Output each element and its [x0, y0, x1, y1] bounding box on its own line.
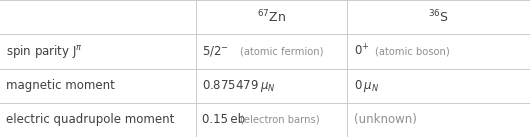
Text: $^{67}$Zn: $^{67}$Zn — [257, 9, 286, 25]
Text: 0$^{+}$: 0$^{+}$ — [354, 44, 369, 59]
Text: 0.875479 $\mu_N$: 0.875479 $\mu_N$ — [202, 78, 276, 94]
Text: 0.15 eb: 0.15 eb — [202, 113, 245, 126]
Text: $^{36}$S: $^{36}$S — [428, 9, 449, 25]
Text: (electron barns): (electron barns) — [240, 115, 319, 125]
Text: 5/2$^{-}$: 5/2$^{-}$ — [202, 44, 229, 58]
Text: electric quadrupole moment: electric quadrupole moment — [6, 113, 175, 126]
Text: (atomic boson): (atomic boson) — [375, 46, 449, 56]
Text: spin parity J$^{π}$: spin parity J$^{π}$ — [6, 43, 83, 60]
Text: (atomic fermion): (atomic fermion) — [240, 46, 323, 56]
Text: magnetic moment: magnetic moment — [6, 79, 115, 92]
Text: 0 $\mu_N$: 0 $\mu_N$ — [354, 78, 379, 94]
Text: (unknown): (unknown) — [354, 113, 417, 126]
